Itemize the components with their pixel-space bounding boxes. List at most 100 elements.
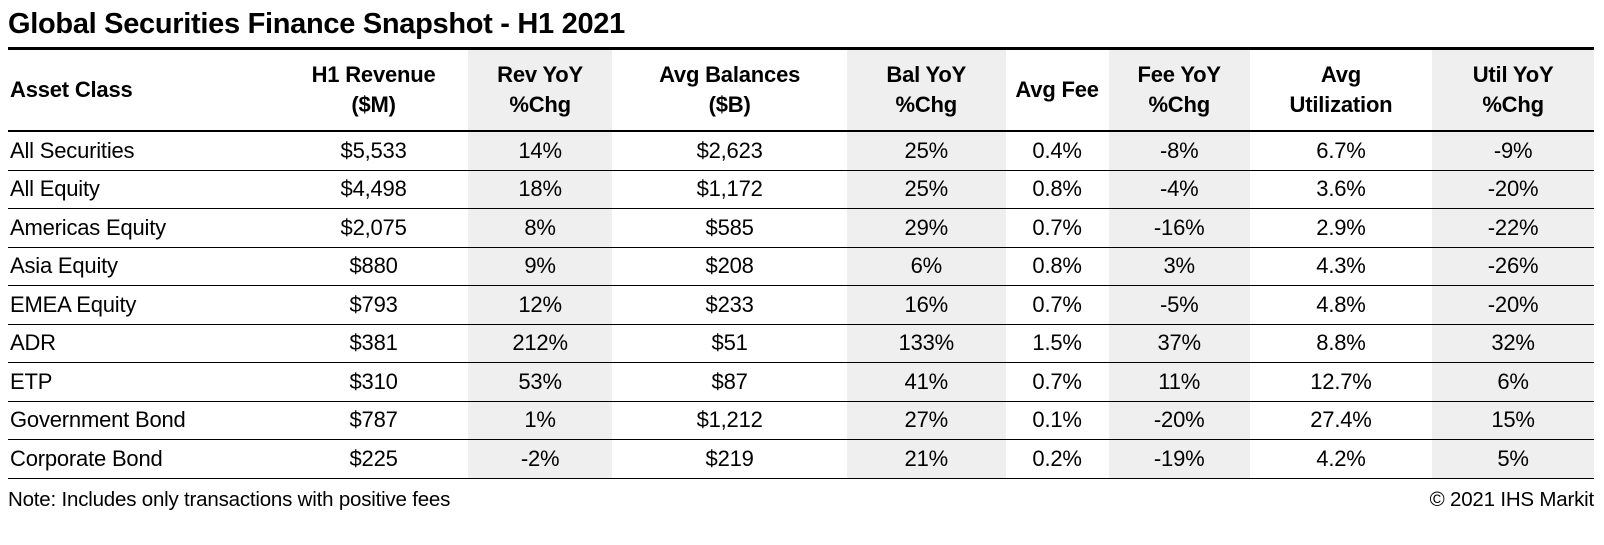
table-cell: 6.7% [1249,131,1433,171]
table-cell: 11% [1108,362,1250,402]
column-header-1: H1 Revenue ($M) [279,50,468,132]
table-cell: 12.7% [1249,362,1433,402]
table-cell: 3% [1108,247,1250,286]
table-cell: -20% [1108,401,1250,440]
table-row: ETP $310 53% $87 41% 0.7% 11% 12.7% 6% [8,362,1594,402]
table-cell: 1% [467,401,613,440]
table-cell: Americas Equity [8,208,280,248]
column-header-0: Asset Class [8,50,280,132]
table-row: ADR $381 212% $51 133% 1.5% 37% 8.8% 32% [8,324,1594,363]
table-cell: 25% [846,170,1006,209]
table-footer: Note: Includes only transactions with po… [8,488,1594,512]
column-header-8: Util YoY %Chg [1432,50,1594,132]
table-cell: 8% [467,208,613,248]
table-row: EMEA Equity $793 12% $233 16% 0.7% -5% 4.8% -20% [8,285,1594,325]
table-cell: $787 [279,401,468,440]
table-cell: 18% [467,170,613,209]
table-cell: 0.2% [1005,439,1109,479]
table-cell: $208 [612,247,847,286]
table-cell: -19% [1108,439,1250,479]
table-cell: ADR [8,324,280,363]
table-cell: 21% [846,439,1006,479]
table-cell: 27.4% [1249,401,1433,440]
table-cell: 0.8% [1005,247,1109,286]
table-cell: 15% [1432,401,1594,440]
table-cell: -9% [1432,131,1594,171]
table-row: Government Bond $787 1% $1,212 27% 0.1% -20% 27… [8,401,1594,440]
table-cell: Asia Equity [8,247,280,286]
table-cell: 27% [846,401,1006,440]
table-cell: Government Bond [8,401,280,440]
table-cell: 29% [846,208,1006,248]
table-cell: 16% [846,285,1006,325]
table-row: All Equity $4,498 18% $1,172 25% 0.8% -4% 3.6% -… [8,170,1594,209]
table-cell: 0.1% [1005,401,1109,440]
table-cell: 8.8% [1249,324,1433,363]
copyright-notice: © 2021 IHS Markit [1429,487,1595,511]
table-cell: $1,172 [612,170,847,209]
table-cell: 1.5% [1005,324,1109,363]
table-cell: $381 [279,324,468,363]
table-cell: -22% [1432,208,1594,248]
table-cell: 53% [467,362,613,402]
table-row: All Securities $5,533 14% $2,623 25% 0.4% -8% 6… [8,131,1594,171]
table-cell: $225 [279,439,468,479]
table-cell: $793 [279,285,468,325]
column-header-2: Rev YoY %Chg [467,50,613,132]
table-cell: -2% [467,439,613,479]
table-cell: $2,623 [612,131,847,171]
table-row: Americas Equity $2,075 8% $585 29% 0.7% -16% 2.… [8,208,1594,248]
table-cell: 25% [846,131,1006,171]
table-cell: $219 [612,439,847,479]
table-cell: $87 [612,362,847,402]
column-header-7: Avg Utilization [1249,50,1433,132]
table-cell: 12% [467,285,613,325]
table-cell: -16% [1108,208,1250,248]
table-cell: EMEA Equity [8,285,280,325]
table-cell: $51 [612,324,847,363]
table-cell: 14% [467,131,613,171]
table-cell: $880 [279,247,468,286]
table-cell: -20% [1432,170,1594,209]
table-cell: 2.9% [1249,208,1433,248]
footnote: Note: Includes only transactions with po… [8,487,451,511]
table-cell: 0.7% [1005,285,1109,325]
table-cell: 0.8% [1005,170,1109,209]
table-cell: $5,533 [279,131,468,171]
column-header-6: Fee YoY %Chg [1108,50,1250,132]
table-cell: 6% [1432,362,1594,402]
table-cell: 4.2% [1249,439,1433,479]
table-cell: 0.7% [1005,208,1109,248]
table-cell: 6% [846,247,1006,286]
page-title: Global Securities Finance Snapshot - H1 … [8,6,1594,50]
table-cell: -8% [1108,131,1250,171]
table-cell: -4% [1108,170,1250,209]
column-header-3: Avg Balances ($B) [612,50,847,132]
table-cell: 41% [846,362,1006,402]
table-cell: $1,212 [612,401,847,440]
table-body: All Securities $5,533 14% $2,623 25% 0.4% -8% 6… [8,131,1594,479]
table-cell: 37% [1108,324,1250,363]
table-cell: Corporate Bond [8,439,280,479]
table-cell: 4.8% [1249,285,1433,325]
table-cell: 3.6% [1249,170,1433,209]
table-cell: 0.4% [1005,131,1109,171]
table-cell: All Securities [8,131,280,171]
table-cell: $4,498 [279,170,468,209]
table-cell: 5% [1432,439,1594,479]
table-row: Asia Equity $880 9% $208 6% 0.8% 3% 4.3% -26% [8,247,1594,286]
table-header-row: Asset Class H1 Revenue ($M) Rev YoY %Chg Av… [8,50,1594,132]
column-header-4: Bal YoY %Chg [846,50,1006,132]
table-cell: 212% [467,324,613,363]
table-cell: $233 [612,285,847,325]
table-cell: All Equity [8,170,280,209]
table-cell: $585 [612,208,847,248]
table-cell: -5% [1108,285,1250,325]
table-cell: -26% [1432,247,1594,286]
table-cell: ETP [8,362,280,402]
table-cell: 9% [467,247,613,286]
table-cell: 4.3% [1249,247,1433,286]
table-cell: 32% [1432,324,1594,363]
table-cell: $310 [279,362,468,402]
